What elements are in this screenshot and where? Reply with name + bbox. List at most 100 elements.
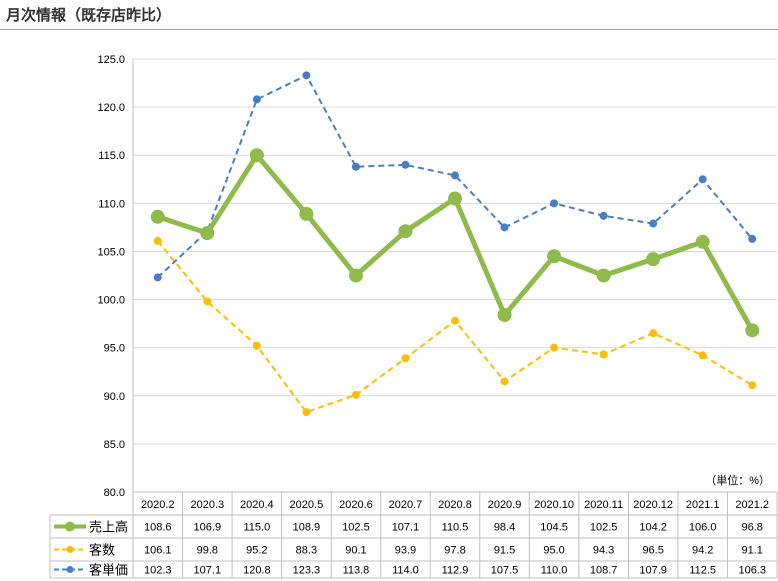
x-category-label: 2020.8 xyxy=(438,499,472,511)
x-category-label: 2020.2 xyxy=(141,499,175,511)
legend-label: 売上高 xyxy=(89,520,128,535)
table-value: 102.5 xyxy=(590,522,618,534)
table-value: 107.1 xyxy=(194,565,222,577)
data-point xyxy=(550,343,559,352)
table-value: 108.7 xyxy=(590,565,618,577)
data-point xyxy=(252,341,261,350)
table-value: 112.5 xyxy=(689,565,716,577)
data-point xyxy=(547,249,562,264)
y-tick-label: 100.0 xyxy=(97,295,125,307)
data-point xyxy=(299,206,314,221)
table-value: 120.8 xyxy=(243,565,271,577)
table-value: 95.0 xyxy=(543,545,564,557)
legend-label: 客単価 xyxy=(89,563,128,578)
data-point xyxy=(153,273,162,282)
table-value: 90.1 xyxy=(345,545,366,557)
table-value: 113.8 xyxy=(343,565,370,577)
y-tick-label: 95.0 xyxy=(104,343,125,355)
legend-label: 客数 xyxy=(89,543,115,558)
table-value: 106.3 xyxy=(738,565,766,577)
table-value: 106.1 xyxy=(144,545,172,557)
table-value: 96.8 xyxy=(742,522,763,534)
table-value: 94.2 xyxy=(692,545,713,557)
table-value: 106.9 xyxy=(194,522,222,534)
x-category-label: 2020.4 xyxy=(240,499,274,511)
title-divider xyxy=(0,29,778,30)
table-value: 123.3 xyxy=(293,565,321,577)
data-point xyxy=(497,307,512,322)
data-point xyxy=(500,223,509,232)
data-point xyxy=(599,211,608,220)
data-point xyxy=(695,234,710,249)
data-point xyxy=(698,351,707,360)
table-value: 108.9 xyxy=(293,522,321,534)
y-tick-label: 105.0 xyxy=(97,246,125,258)
x-category-label: 2020.10 xyxy=(534,499,574,511)
y-tick-label: 85.0 xyxy=(104,439,125,451)
data-point xyxy=(249,148,264,163)
data-point xyxy=(401,354,410,363)
data-point xyxy=(351,390,360,399)
x-category-label: 2020.9 xyxy=(488,499,522,511)
legend-marker xyxy=(66,566,74,573)
legend-marker xyxy=(65,521,75,532)
x-category-label: 2021.1 xyxy=(686,499,720,511)
data-point xyxy=(401,160,410,169)
table-value: 115.0 xyxy=(243,522,270,534)
table-value: 93.9 xyxy=(395,545,416,557)
table-value: 97.8 xyxy=(444,545,465,557)
x-category-label: 2020.6 xyxy=(339,499,373,511)
x-category-label: 2020.11 xyxy=(584,499,623,511)
table-value: 91.1 xyxy=(742,545,763,557)
table-value: 91.5 xyxy=(494,545,515,557)
data-point xyxy=(550,199,559,208)
table-value: 95.2 xyxy=(246,545,267,557)
data-point xyxy=(649,219,658,228)
table-value: 107.5 xyxy=(491,565,519,577)
data-point xyxy=(153,236,162,245)
x-category-label: 2020.7 xyxy=(389,499,423,511)
data-point xyxy=(451,316,459,325)
table-value: 106.0 xyxy=(689,522,717,534)
data-point xyxy=(448,191,462,206)
table-value: 102.5 xyxy=(342,522,370,534)
table-value: 110.5 xyxy=(442,522,469,534)
table-value: 108.6 xyxy=(144,522,172,534)
x-category-label: 2021.2 xyxy=(735,499,769,511)
table-value: 107.1 xyxy=(392,522,420,534)
table-value: 110.0 xyxy=(541,565,568,577)
data-point xyxy=(351,162,360,171)
x-category-label: 2020.12 xyxy=(633,499,673,511)
data-point xyxy=(252,95,261,104)
table-value: 99.8 xyxy=(197,545,218,557)
data-point xyxy=(596,268,611,283)
data-point xyxy=(599,350,608,359)
data-point xyxy=(203,297,212,306)
x-category-label: 2020.3 xyxy=(190,499,224,511)
y-tick-label: 90.0 xyxy=(104,391,125,403)
table-value: 88.3 xyxy=(296,545,317,557)
table-value: 112.9 xyxy=(442,565,469,577)
table-value: 102.3 xyxy=(144,565,172,577)
data-point xyxy=(302,71,311,80)
data-point xyxy=(745,323,760,338)
data-point xyxy=(748,381,757,390)
data-point xyxy=(698,175,707,184)
page-title: 月次情報（既存店昨比） xyxy=(6,6,172,24)
x-category-label: 2020.5 xyxy=(290,499,324,511)
unit-label: （単位：%） xyxy=(705,473,770,487)
table-value: 94.3 xyxy=(593,545,614,557)
y-tick-label: 125.0 xyxy=(97,54,125,66)
table-value: 96.5 xyxy=(642,545,663,557)
data-point xyxy=(348,268,363,283)
data-point xyxy=(646,252,661,267)
table-value: 114.0 xyxy=(392,565,419,577)
series-line-客数 xyxy=(156,240,753,414)
data-point xyxy=(649,329,658,338)
table-value: 104.2 xyxy=(639,522,667,534)
y-tick-label: 110.0 xyxy=(98,198,125,210)
y-tick-label: 80.0 xyxy=(104,487,125,499)
data-point xyxy=(398,224,413,239)
legend-marker xyxy=(66,546,74,553)
table-value: 98.4 xyxy=(494,522,515,534)
